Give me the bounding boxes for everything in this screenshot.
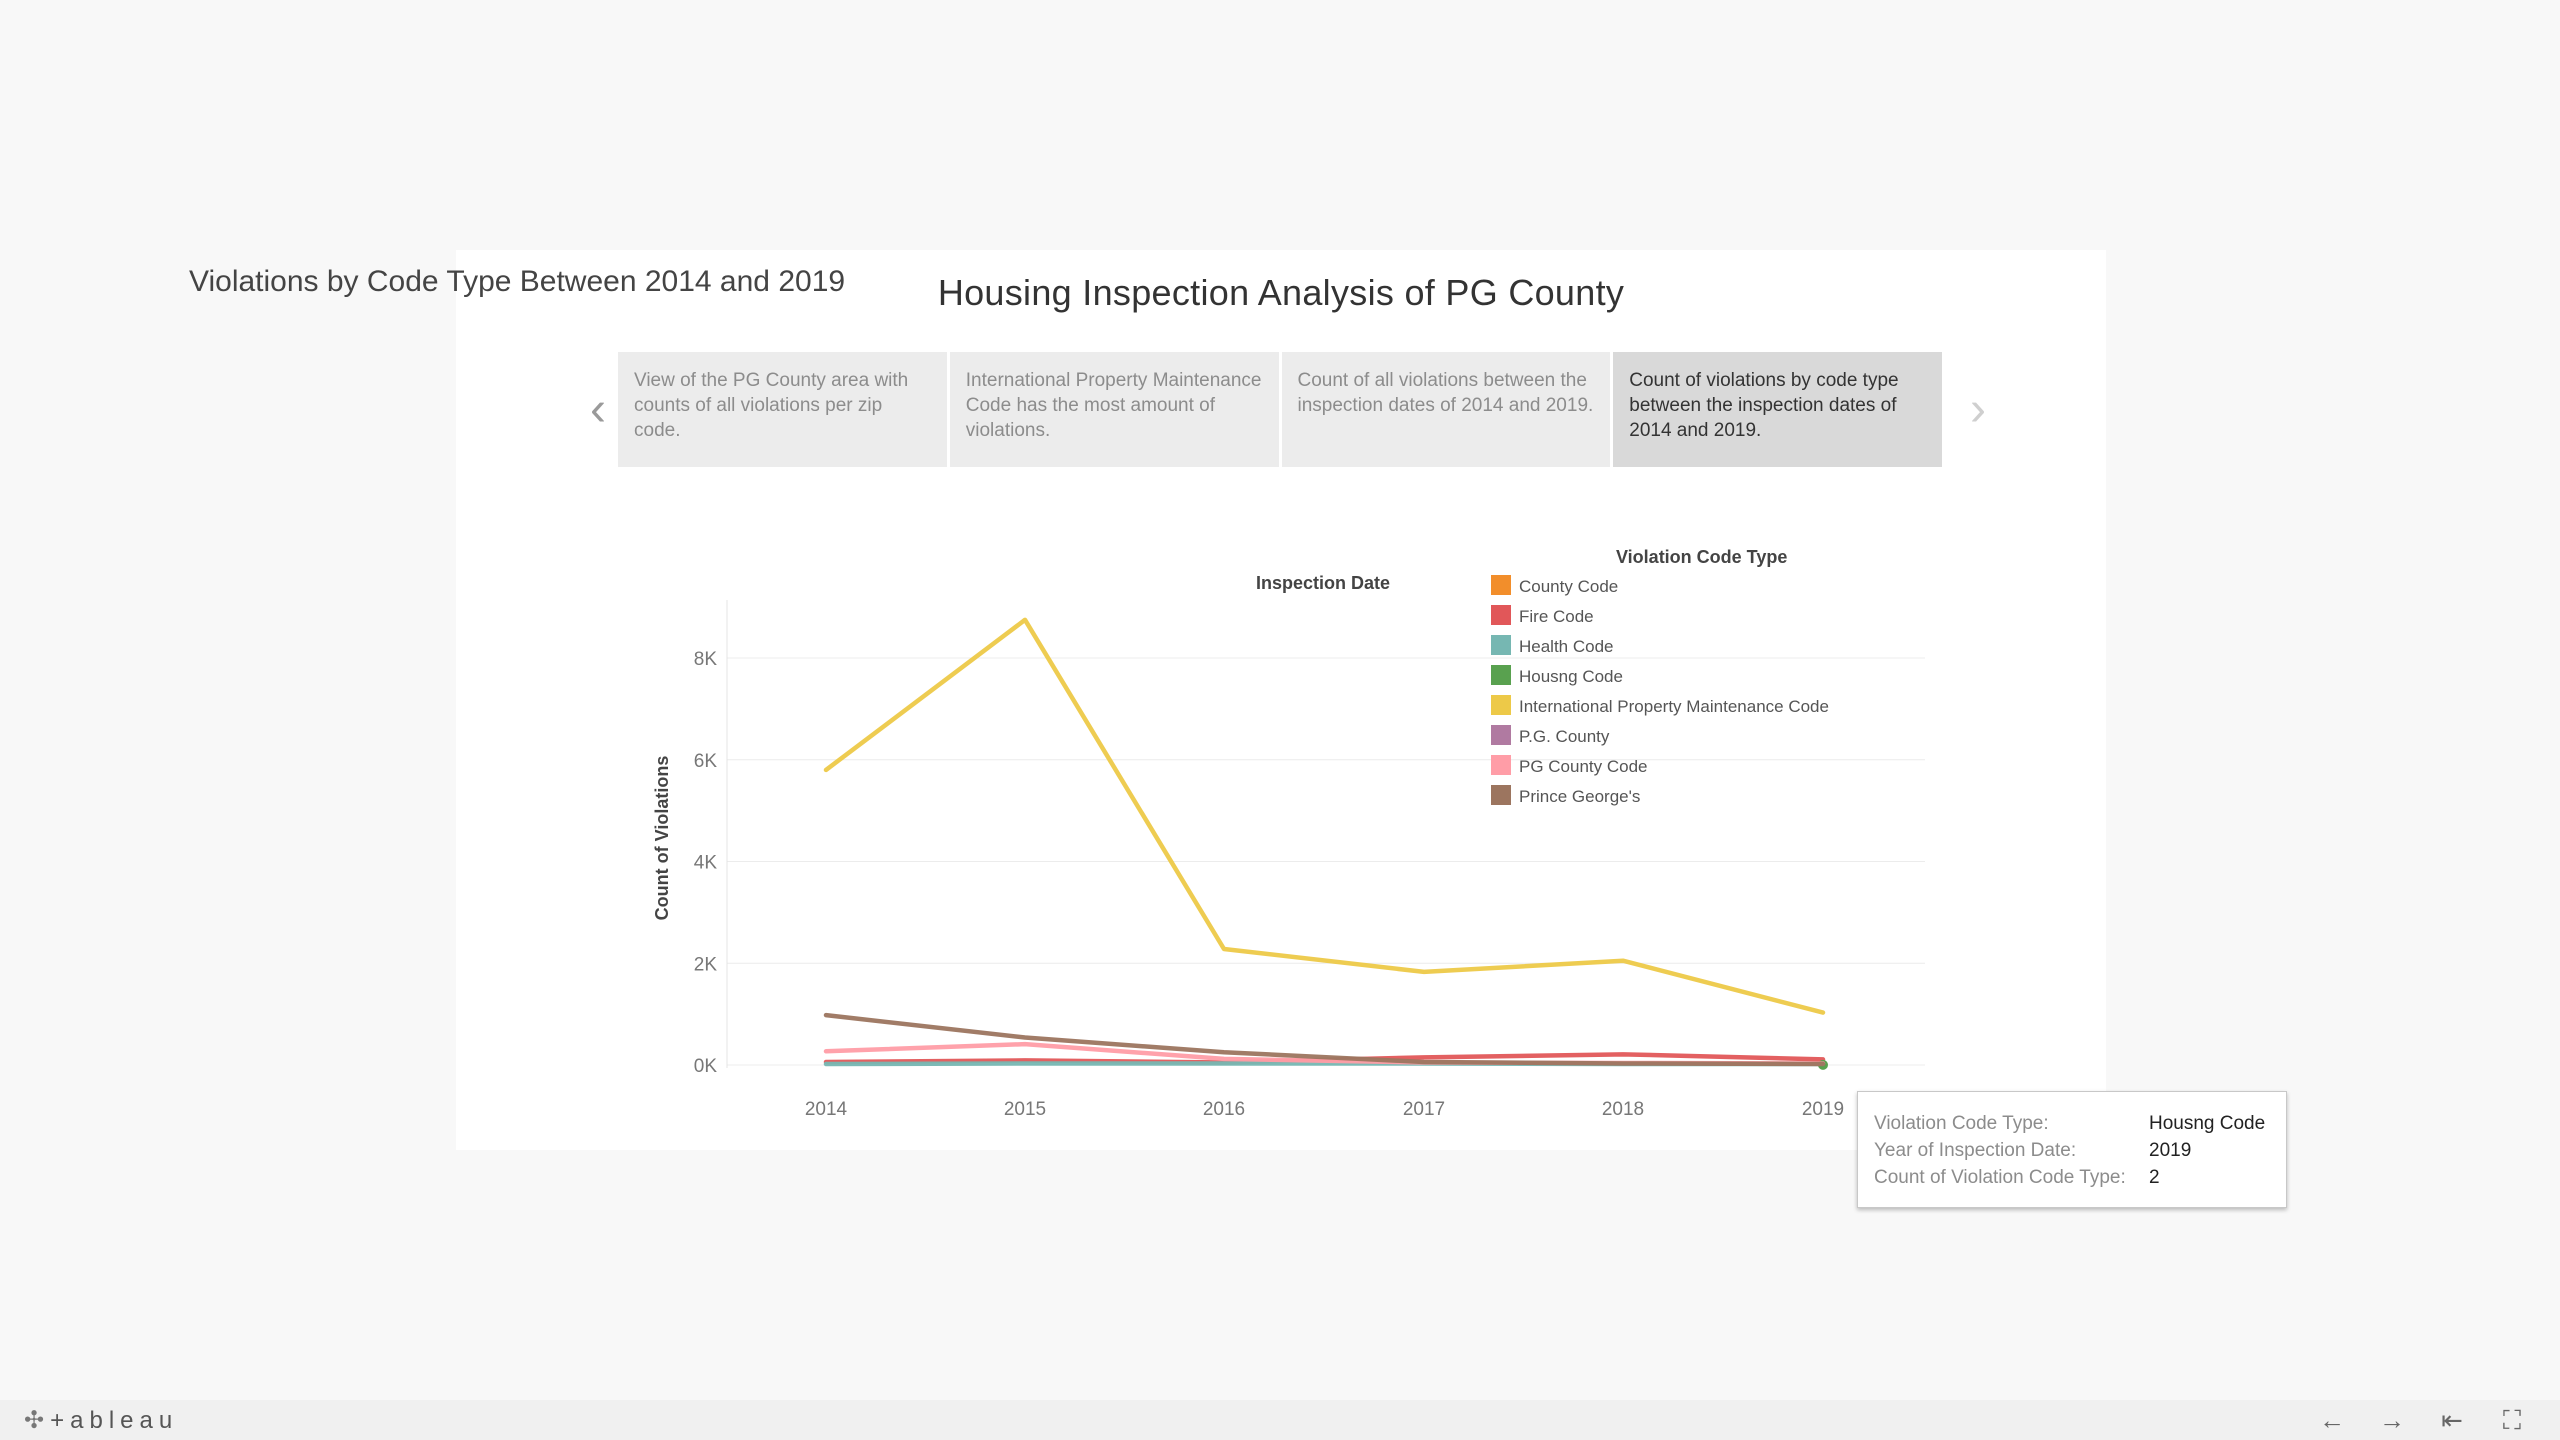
legend-entry: County Code: [1519, 577, 1618, 596]
x-tick-label: 2017: [1403, 1099, 1445, 1120]
x-axis-label: Inspection Date: [1256, 573, 1390, 593]
undo-button[interactable]: ←: [2315, 1404, 2349, 1436]
tooltip-value: 2019: [2149, 1140, 2192, 1161]
y-tick-label: 0K: [694, 1056, 718, 1077]
tooltip: Violation Code Type: Housng Code Year of I…: [1857, 1091, 2287, 1208]
y-axis-label: Count of Violations: [652, 756, 672, 921]
story-point-2[interactable]: International Property Maintenance Code …: [949, 352, 1279, 467]
story-title: Housing Inspection Analysis of PG County: [937, 272, 1625, 313]
tableau-mark-icon: ✣: [24, 1407, 45, 1434]
legend-swatch: [1491, 635, 1511, 655]
revert-button[interactable]: ⇤: [2435, 1404, 2469, 1436]
legend-entry: Fire Code: [1519, 607, 1594, 626]
fullscreen-button[interactable]: ⛶: [2495, 1404, 2529, 1436]
story-point-1[interactable]: View of the PG County area with counts o…: [618, 352, 947, 467]
legend-entry: Health Code: [1519, 637, 1614, 656]
tooltip-key: Year of Inspection Date:: [1874, 1140, 2077, 1161]
story-container: Housing Inspection Analysis of PG County…: [456, 250, 2106, 1150]
tableau-logo[interactable]: ✣ +ableau: [24, 1406, 178, 1435]
legend-swatch: [1491, 605, 1511, 625]
legend-entry: International Property Maintenance Code: [1519, 697, 1829, 716]
series-line-4: [823, 617, 1826, 1015]
legend-entry: Housng Code: [1519, 667, 1623, 686]
legend-entry: PG County Code: [1519, 757, 1648, 776]
legend-swatch: [1491, 575, 1511, 595]
footer-toolbar: ✣ +ableau ← → ⇤ ⛶: [0, 1400, 2560, 1440]
x-tick-label: 2016: [1203, 1099, 1245, 1120]
tooltip-key: Count of Violation Code Type:: [1874, 1167, 2126, 1188]
arrow-right-icon: →: [2379, 1405, 2405, 1435]
logo-text: +ableau: [50, 1407, 179, 1434]
legend-swatch: [1491, 725, 1511, 745]
x-tick-label: 2014: [805, 1099, 848, 1120]
legend-swatch: [1491, 785, 1511, 805]
tooltip-row: Violation Code Type: Housng Code: [1874, 1110, 2286, 1137]
legend-title: Violation Code Type: [1616, 547, 1787, 567]
line-chart: 0K 2K 4K 6K 8K 2014 2015 2016 2017 2018 2019 Inspec…: [652, 547, 1925, 1120]
story-point-4[interactable]: Count of violations by code type between…: [1613, 352, 1942, 467]
tooltip-row: Count of Violation Code Type: 2: [1874, 1164, 2286, 1191]
chart-title: Violations by Code Type Between 2014 and…: [189, 265, 846, 298]
tooltip-value: 2: [2149, 1167, 2160, 1188]
x-tick-label: 2019: [1802, 1099, 1844, 1120]
redo-button[interactable]: →: [2375, 1404, 2409, 1436]
x-tick-label: 2018: [1602, 1099, 1644, 1120]
tooltip-value: Housng Code: [2149, 1113, 2266, 1134]
legend-swatch: [1491, 695, 1511, 715]
tooltip-key: Violation Code Type:: [1874, 1113, 2049, 1134]
tooltip-row: Year of Inspection Date: 2019: [1874, 1137, 2286, 1164]
series-line-7: [823, 1012, 1826, 1067]
arrow-left-icon: ←: [2319, 1405, 2345, 1435]
y-tick-label: 8K: [694, 649, 718, 670]
story-points: View of the PG County area with counts o…: [618, 352, 1942, 467]
chevron-right-icon[interactable]: ›: [1970, 383, 1986, 436]
chevron-left-icon[interactable]: ‹: [590, 383, 606, 436]
legend-swatch: [1491, 755, 1511, 775]
y-tick-label: 6K: [694, 751, 718, 772]
story-point-3[interactable]: Count of all violations between the insp…: [1281, 352, 1611, 467]
x-tick-label: 2015: [1004, 1099, 1046, 1120]
revert-icon: ⇤: [2441, 1405, 2463, 1435]
legend-swatch: [1491, 665, 1511, 685]
y-tick-label: 2K: [694, 954, 718, 975]
fullscreen-icon: ⛶: [2502, 1405, 2522, 1435]
legend-entry: P.G. County: [1519, 727, 1610, 746]
legend-entry: Prince George's: [1519, 787, 1640, 806]
y-tick-label: 4K: [694, 853, 718, 874]
